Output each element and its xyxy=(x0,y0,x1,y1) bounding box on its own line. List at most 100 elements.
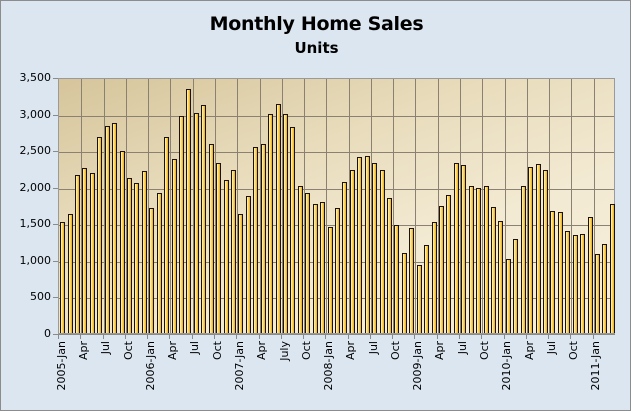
x-tick-mark xyxy=(147,334,149,339)
bar xyxy=(461,164,467,333)
v-gridline xyxy=(571,79,573,333)
bar xyxy=(327,226,333,333)
x-tick-label: 2010-Jan xyxy=(500,341,514,391)
bar xyxy=(297,186,303,333)
x-tick-label: Apr xyxy=(522,341,536,361)
bar xyxy=(557,212,563,333)
bar xyxy=(320,201,326,333)
x-tick-mark xyxy=(80,334,82,339)
bar xyxy=(149,208,155,333)
bar xyxy=(245,195,251,333)
bar xyxy=(201,105,207,333)
bar xyxy=(283,114,288,333)
v-gridline xyxy=(125,79,127,333)
bar xyxy=(216,163,222,333)
bar xyxy=(431,221,437,333)
x-tick-label: 2007-Jan xyxy=(232,341,246,391)
bar xyxy=(565,231,571,333)
bar xyxy=(453,163,459,333)
x-tick-label: Jul xyxy=(188,341,202,355)
bar xyxy=(104,125,110,333)
bar xyxy=(386,198,392,333)
v-gridline xyxy=(148,79,150,333)
bar xyxy=(349,169,355,333)
v-gridline xyxy=(393,79,395,333)
bar xyxy=(97,137,103,333)
x-tick-mark xyxy=(124,334,126,339)
x-tick-mark xyxy=(392,334,394,339)
bar xyxy=(75,174,81,333)
y-tick-label: 2,000 xyxy=(19,180,52,194)
h-gridline xyxy=(59,115,614,117)
x-tick-mark xyxy=(191,334,193,339)
bar xyxy=(342,182,348,333)
bar xyxy=(379,169,385,333)
y-tick-label: 0 xyxy=(44,327,51,340)
bar xyxy=(134,182,140,333)
bar xyxy=(119,150,125,333)
bar xyxy=(127,177,133,333)
bar xyxy=(572,234,578,333)
bar xyxy=(364,155,370,333)
x-tick-mark xyxy=(459,334,461,339)
v-gridline xyxy=(192,79,194,333)
bar xyxy=(193,112,199,333)
x-tick-label: Oct xyxy=(210,341,224,361)
y-tick-mark xyxy=(53,78,58,79)
bar xyxy=(268,114,274,333)
y-tick-mark xyxy=(53,334,58,335)
bar xyxy=(67,213,73,333)
v-gridline xyxy=(482,79,484,333)
bar xyxy=(446,194,452,333)
chart-subtitle: Units xyxy=(294,39,339,57)
x-tick-label: Oct xyxy=(567,341,581,361)
y-tick-label: 1,500 xyxy=(19,217,52,231)
v-gridline xyxy=(437,79,439,333)
v-gridline xyxy=(460,79,462,333)
chart-title: Monthly Home Sales xyxy=(209,13,424,35)
plot-area xyxy=(58,78,615,334)
x-tick-mark xyxy=(102,334,104,339)
bar xyxy=(409,228,415,333)
x-tick-label: Jul xyxy=(99,341,113,355)
bar xyxy=(223,179,229,333)
h-gridline xyxy=(59,152,614,154)
bar xyxy=(490,206,496,333)
x-tick-label: Jul xyxy=(544,341,558,355)
bar xyxy=(609,204,615,333)
bar xyxy=(498,220,504,333)
bar xyxy=(179,116,185,333)
bar xyxy=(60,222,66,333)
x-tick-label: 2011-Jan xyxy=(589,341,603,391)
y-tick-label: 500 xyxy=(30,290,51,304)
bar xyxy=(238,213,244,333)
bar xyxy=(476,187,482,333)
bar xyxy=(275,103,281,333)
bar xyxy=(335,207,340,333)
bar xyxy=(253,146,259,333)
bar xyxy=(587,217,593,333)
x-tick-label: Apr xyxy=(76,341,90,361)
x-tick-label: Oct xyxy=(388,341,402,361)
bar xyxy=(483,186,489,333)
bar xyxy=(550,210,556,333)
x-axis-line xyxy=(58,334,615,335)
bar xyxy=(112,122,118,333)
x-tick-mark xyxy=(414,334,416,339)
y-tick-mark xyxy=(53,297,58,299)
bar xyxy=(602,243,608,333)
x-tick-label: Jul xyxy=(455,341,469,355)
v-gridline xyxy=(549,79,551,333)
bar xyxy=(520,185,526,333)
x-tick-mark xyxy=(592,334,594,339)
bar xyxy=(513,239,519,333)
x-tick-mark xyxy=(169,334,171,339)
y-tick-label: 1,000 xyxy=(19,253,52,267)
x-tick-label: July xyxy=(277,341,291,361)
v-gridline xyxy=(593,79,595,333)
x-tick-mark xyxy=(258,334,260,339)
bar xyxy=(394,225,400,333)
x-tick-mark xyxy=(325,334,327,339)
x-tick-mark xyxy=(213,334,215,339)
x-tick-mark xyxy=(503,334,505,339)
